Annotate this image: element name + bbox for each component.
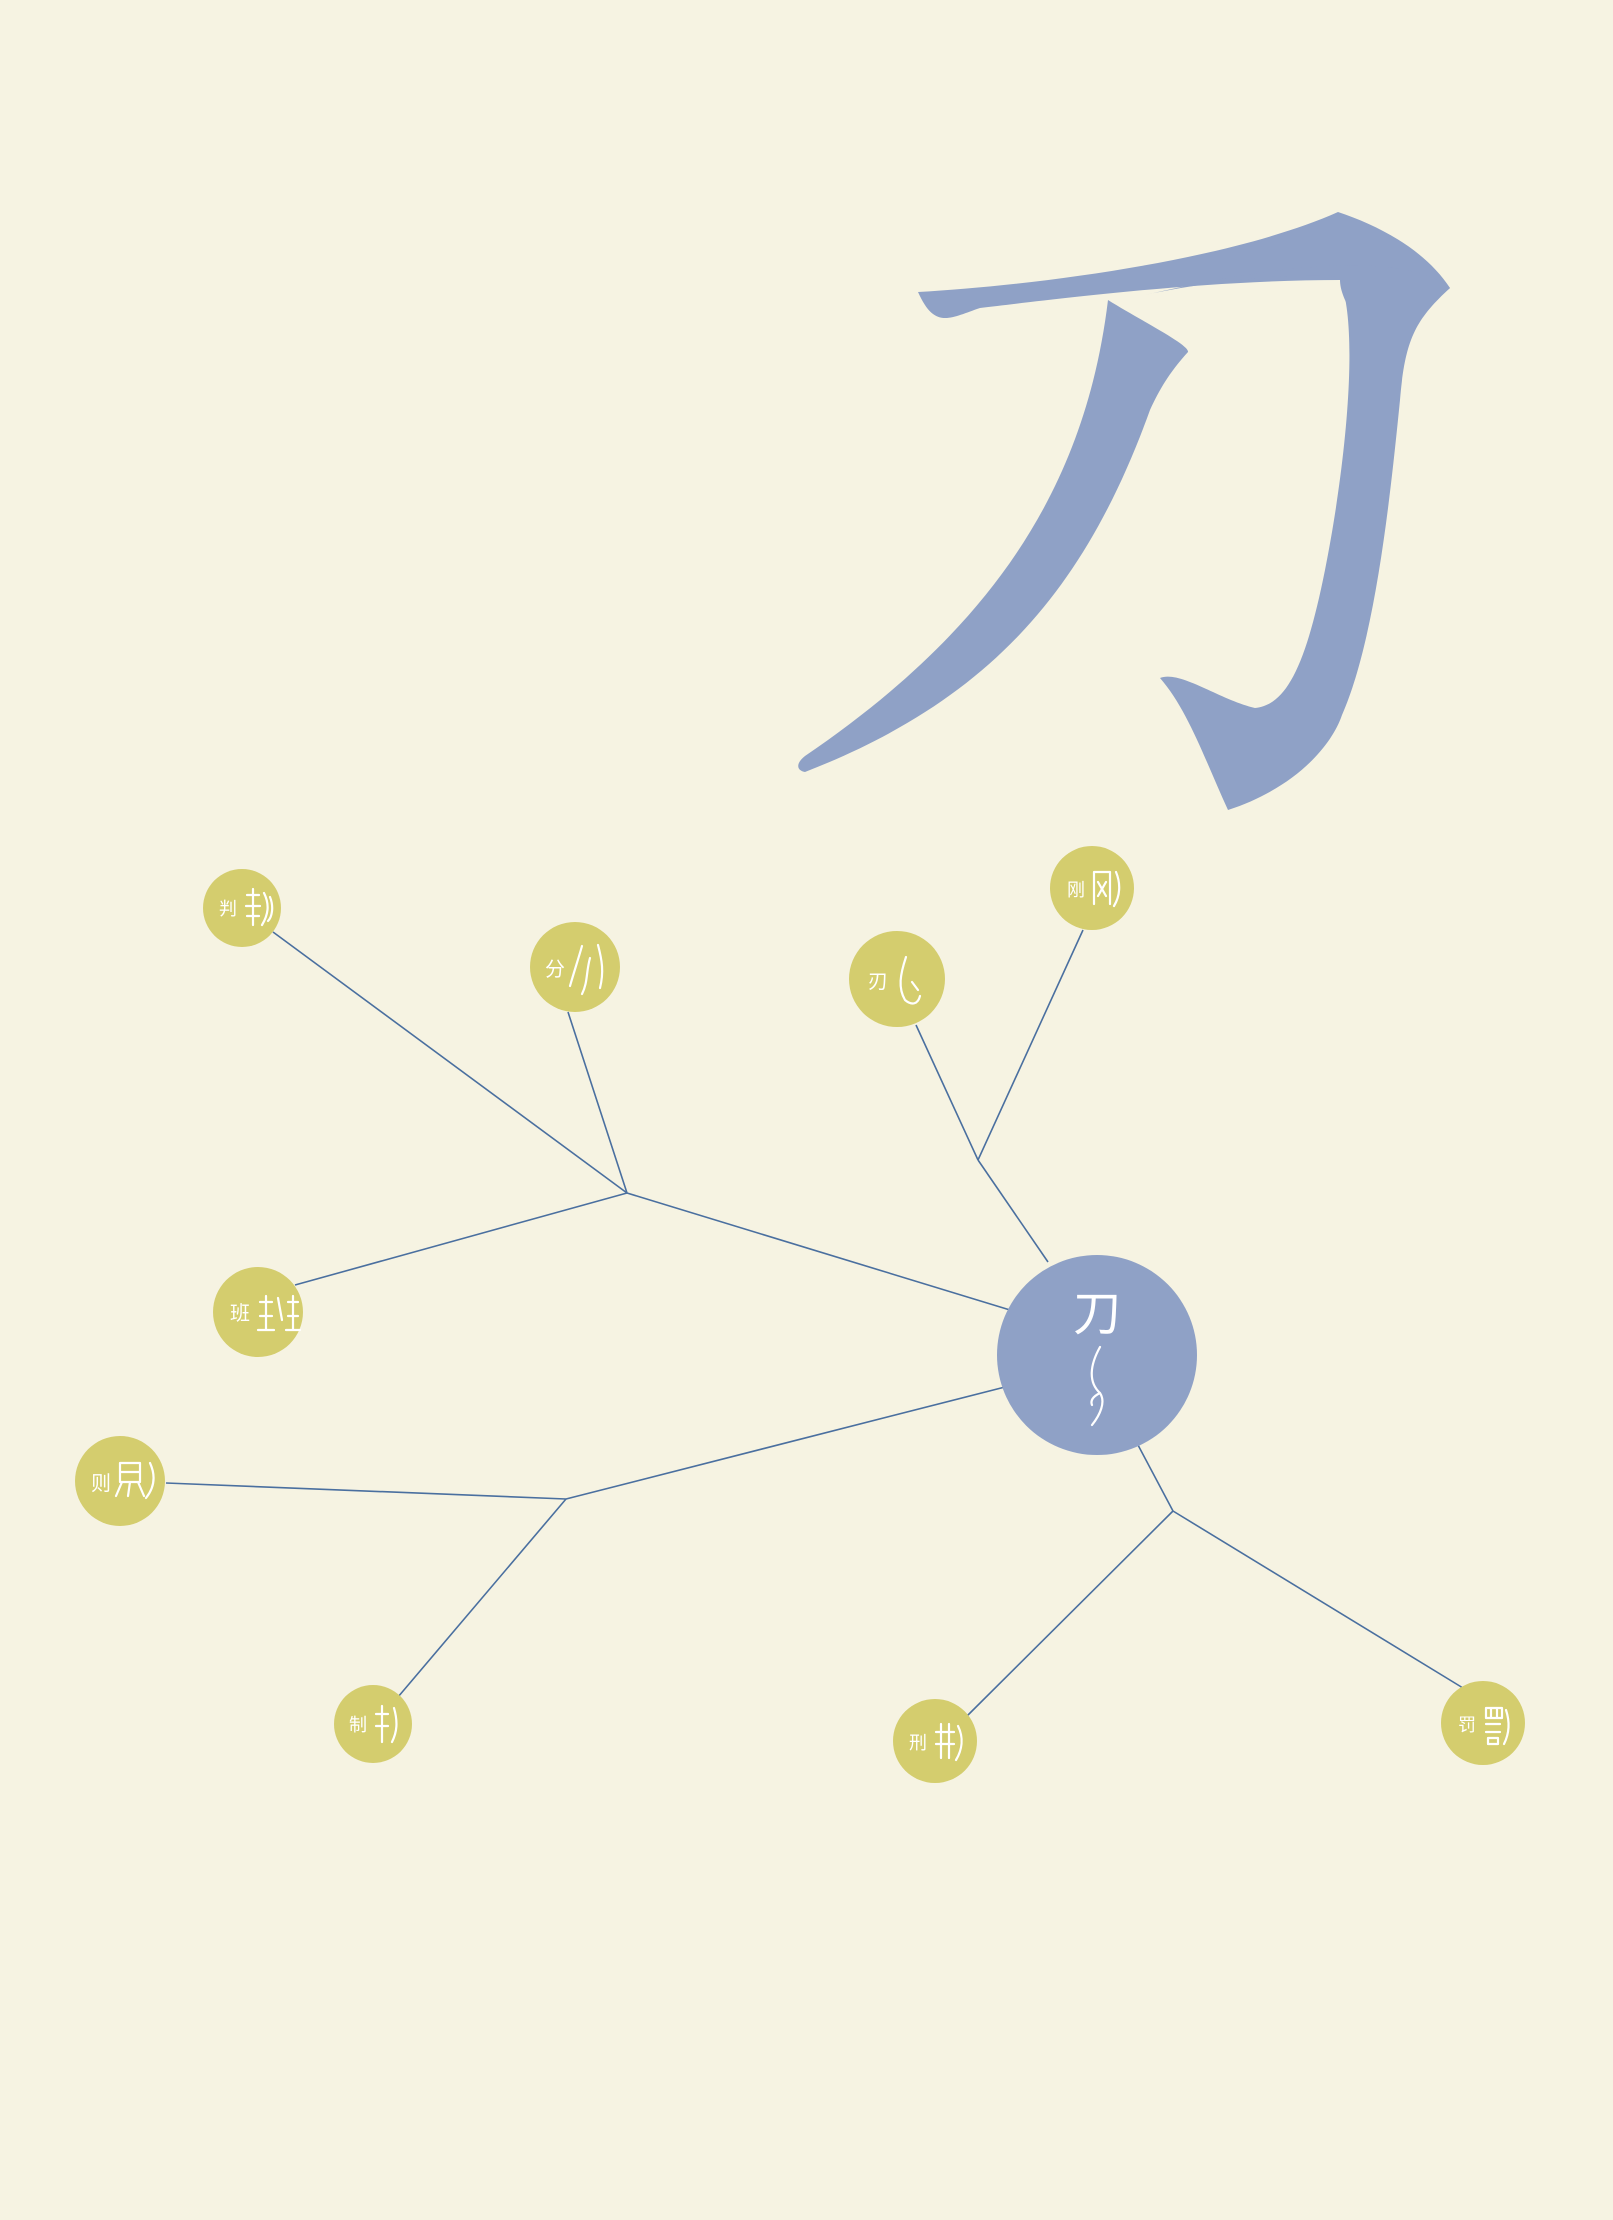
oracle-bone-zhi-icon: [374, 1704, 398, 1744]
node-fa: 罚: [1441, 1681, 1525, 1765]
node-gang: 刚: [1050, 846, 1134, 930]
link-lower-junction-to-fa: [1172, 1510, 1464, 1689]
node-pan: 判: [203, 869, 281, 947]
node-fen-modern-char: 分: [545, 957, 565, 981]
node-xing: 刑: [893, 1699, 977, 1783]
node-ren-modern-char: 刃: [868, 969, 888, 993]
node-fa-circle: [1441, 1681, 1525, 1765]
node-zhi-modern-char: 制: [349, 1715, 367, 1736]
link-root-to-lower-junction: [1137, 1444, 1174, 1512]
link-upper-junction-to-ban: [294, 1192, 628, 1286]
link-left-junction-to-zhi: [397, 1498, 567, 1698]
title-character-left-sweep: [798, 300, 1189, 772]
node-zhi: 制: [334, 1685, 412, 1763]
oracle-bone-xing-icon: [934, 1722, 963, 1762]
node-xing-modern-char: 刑: [909, 1733, 927, 1754]
link-right-junction-to-gang: [977, 929, 1084, 1161]
node-ban-circle: [213, 1267, 303, 1357]
oracle-bone-fen-icon: [568, 943, 604, 996]
node-ren-circle: [849, 931, 945, 1027]
node-ze: 则: [75, 1436, 165, 1526]
node-gang-circle: [1050, 846, 1134, 930]
node-xing-circle: [893, 1699, 977, 1783]
oracle-bone-pan-icon: [244, 887, 274, 927]
node-ban-modern-char: 班: [230, 1301, 250, 1325]
root-node: 刀: [997, 1255, 1197, 1455]
node-fen: 分: [530, 922, 620, 1012]
oracle-bone-ze-icon: [114, 1461, 155, 1500]
oracle-bone-fa-icon: [1484, 1706, 1510, 1746]
title-character: [798, 212, 1450, 810]
oracle-bone-ren-icon: [899, 955, 922, 1005]
link-lower-junction-to-xing: [964, 1510, 1174, 1719]
node-ban: 班: [213, 1267, 303, 1357]
oracle-bone-dao-icon: [1090, 1345, 1104, 1427]
link-right-junction-to-ren: [915, 1024, 979, 1161]
node-pan-modern-char: 判: [219, 899, 237, 920]
root-node-modern-char: 刀: [1073, 1286, 1121, 1342]
link-upper-junction-to-pan: [272, 931, 628, 1194]
link-left-junction-to-ze: [165, 1482, 567, 1500]
node-zhi-circle: [334, 1685, 412, 1763]
title-character-stroke-top: [918, 212, 1450, 370]
node-fa-modern-char: 罚: [1458, 1715, 1476, 1736]
node-ze-modern-char: 则: [91, 1471, 111, 1495]
node-pan-circle: [203, 869, 281, 947]
tree-links: [165, 929, 1464, 1719]
oracle-bone-ban-icon: [256, 1294, 302, 1332]
link-root-to-right-junction: [977, 1159, 1049, 1263]
link-root-to-left-junction: [565, 1386, 1006, 1500]
link-root-to-upper-junction: [626, 1192, 1011, 1311]
oracle-bone-gang-icon: [1092, 870, 1121, 908]
node-ren: 刃: [849, 931, 945, 1027]
node-gang-modern-char: 刚: [1067, 880, 1085, 901]
link-upper-junction-to-fen: [567, 1011, 628, 1194]
title-character-hook: [1145, 265, 1450, 810]
